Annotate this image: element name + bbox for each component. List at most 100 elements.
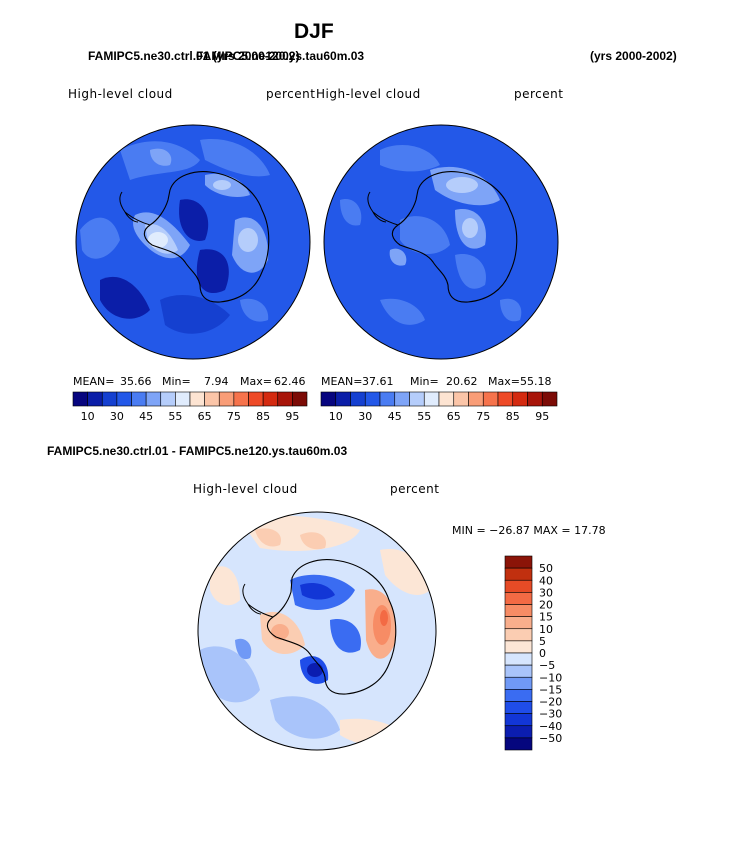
right-mean-value: 37.61 bbox=[362, 375, 394, 388]
colorbar-tick-label: 10 bbox=[539, 623, 553, 636]
colorbar-box bbox=[262, 391, 279, 407]
left-units-label: percent bbox=[266, 87, 316, 101]
colorbar-box bbox=[394, 391, 410, 407]
colorbar-box bbox=[504, 701, 533, 714]
diff-minmax: MIN = −26.87 MAX = 17.78 bbox=[452, 524, 606, 537]
colorbar-tick-label: −30 bbox=[539, 708, 562, 721]
case-label-left-a: FAMIPC5.ne30.ctrl.01 (yrs 2000-2002) bbox=[88, 49, 300, 63]
colorbar-box bbox=[504, 555, 533, 569]
colorbar-box bbox=[504, 664, 533, 678]
diff-antarctica-outline bbox=[266, 559, 397, 695]
colorbar-box bbox=[189, 391, 205, 407]
left-min-label: Min= bbox=[162, 375, 191, 388]
right-min-value: 20.62 bbox=[446, 375, 478, 388]
diff-map-border bbox=[197, 511, 437, 751]
colorbar-tick-label: 95 bbox=[285, 410, 299, 423]
colorbar-box bbox=[541, 391, 558, 407]
left-max-label: Max= bbox=[240, 375, 272, 388]
colorbar-box bbox=[512, 391, 528, 407]
left-map-border bbox=[75, 124, 311, 360]
colorbar-tick-label: 45 bbox=[139, 410, 153, 423]
left-peninsula-outline bbox=[119, 191, 151, 226]
right-map-border bbox=[323, 124, 559, 360]
left-variable-label: High-level cloud bbox=[68, 87, 173, 101]
colorbar-box bbox=[468, 391, 484, 407]
colorbar-box bbox=[504, 737, 533, 751]
colorbar-box bbox=[364, 391, 381, 407]
colorbar-box bbox=[72, 391, 88, 407]
colorbar-box bbox=[497, 391, 514, 407]
colorbar-tick-label: 95 bbox=[535, 410, 549, 423]
colorbar-tick-label: 75 bbox=[476, 410, 490, 423]
colorbar-tick-label: 40 bbox=[539, 574, 553, 587]
colorbar-box bbox=[292, 391, 308, 407]
colorbar-tick-label: 65 bbox=[198, 410, 212, 423]
right-mean-label: MEAN= bbox=[321, 375, 363, 388]
colorbar-box bbox=[175, 391, 191, 407]
colorbar-box bbox=[504, 713, 533, 727]
colorbar-tick-label: 55 bbox=[168, 410, 182, 423]
left-max-value: 62.46 bbox=[274, 375, 306, 388]
colorbar-tick-label: 85 bbox=[506, 410, 520, 423]
right-max-value: 55.18 bbox=[520, 375, 552, 388]
colorbar-box bbox=[504, 567, 533, 581]
colorbar-box bbox=[504, 725, 533, 739]
diff-variable-label: High-level cloud bbox=[193, 482, 298, 496]
right-units-label: percent bbox=[514, 87, 564, 101]
left-mean-label: MEAN= bbox=[73, 375, 115, 388]
colorbar-tick-label: −20 bbox=[539, 696, 562, 709]
colorbar-tick-label: 50 bbox=[539, 562, 553, 575]
right-max-label: Max= bbox=[488, 375, 520, 388]
colorbar-box bbox=[504, 616, 533, 630]
colorbar-tick-label: 20 bbox=[539, 599, 553, 612]
colorbar-tick-label: 55 bbox=[417, 410, 431, 423]
colorbar-tick-label: 65 bbox=[447, 410, 461, 423]
left-colorbar: 10 30 45 55 65 75 85 95 bbox=[72, 391, 308, 423]
colorbar-tick-label: −40 bbox=[539, 720, 562, 733]
colorbar-box bbox=[504, 604, 533, 617]
colorbar-box bbox=[233, 391, 249, 407]
colorbar-tick-label: 10 bbox=[329, 410, 343, 423]
left-map bbox=[76, 125, 310, 359]
right-colorbar: 10 30 45 55 65 75 85 95 bbox=[320, 391, 558, 423]
colorbar-tick-label: 0 bbox=[539, 647, 546, 660]
colorbar-tick-label: 30 bbox=[539, 586, 553, 599]
colorbar-tick-label: −5 bbox=[539, 659, 555, 672]
page-title: DJF bbox=[294, 20, 334, 43]
colorbar-box bbox=[482, 391, 499, 407]
left-min-value: 7.94 bbox=[204, 375, 229, 388]
diff-units-label: percent bbox=[390, 482, 440, 496]
colorbar-box bbox=[504, 592, 533, 605]
colorbar-tick-label: −15 bbox=[539, 683, 562, 696]
colorbar-tick-label: 30 bbox=[358, 410, 372, 423]
colorbar-tick-label: 75 bbox=[227, 410, 241, 423]
left-mean-value: 35.66 bbox=[120, 375, 152, 388]
colorbar-box bbox=[160, 391, 176, 407]
right-peninsula-outline bbox=[367, 191, 399, 226]
colorbar-tick-label: −50 bbox=[539, 732, 562, 745]
colorbar-box bbox=[527, 391, 543, 407]
diff-title: FAMIPC5.ne30.ctrl.01 - FAMIPC5.ne120.ys.… bbox=[47, 444, 348, 458]
right-variable-label: High-level cloud bbox=[316, 87, 421, 101]
right-min-label: Min= bbox=[410, 375, 439, 388]
colorbar-box bbox=[320, 391, 337, 407]
colorbar-box bbox=[504, 676, 533, 690]
right-map bbox=[324, 125, 558, 359]
colorbar-box bbox=[131, 391, 147, 407]
case-label-left-b: FAMIPC5.ne120.ys.tau60m.03 bbox=[196, 49, 365, 63]
colorbar-tick-label: 10 bbox=[81, 410, 95, 423]
colorbar-box bbox=[504, 652, 533, 666]
colorbar-box bbox=[87, 391, 103, 407]
colorbar-box bbox=[504, 628, 533, 642]
colorbar-box bbox=[116, 391, 132, 407]
colorbar-tick-label: 30 bbox=[110, 410, 124, 423]
colorbar-box bbox=[101, 391, 118, 407]
colorbar-tick-label: 15 bbox=[539, 611, 553, 624]
colorbar-tick-label: 85 bbox=[256, 410, 270, 423]
colorbar-box bbox=[335, 391, 351, 407]
colorbar-box bbox=[409, 391, 425, 407]
colorbar-tick-label: 45 bbox=[388, 410, 402, 423]
colorbar-box bbox=[504, 689, 533, 702]
colorbar-box bbox=[218, 391, 235, 407]
